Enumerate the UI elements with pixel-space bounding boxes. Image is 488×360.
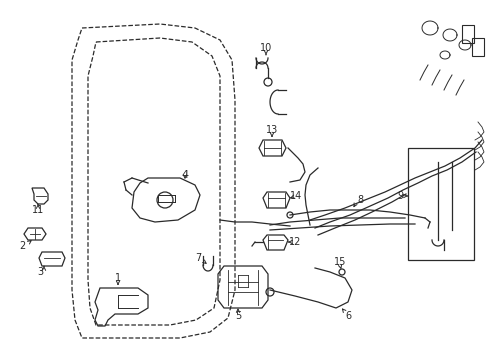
Text: 2: 2 <box>19 241 25 251</box>
Text: 6: 6 <box>344 311 350 321</box>
Text: 1: 1 <box>115 273 121 283</box>
Text: 9: 9 <box>396 191 402 201</box>
Text: 10: 10 <box>259 43 271 53</box>
Text: 11: 11 <box>32 205 44 215</box>
Text: 8: 8 <box>356 195 362 205</box>
Text: 3: 3 <box>37 267 43 277</box>
Bar <box>461 25 473 43</box>
Text: 5: 5 <box>234 311 241 321</box>
Text: 4: 4 <box>181 170 188 180</box>
Text: 13: 13 <box>265 125 278 135</box>
Text: 7: 7 <box>195 253 201 263</box>
Bar <box>471 38 483 56</box>
Text: 12: 12 <box>288 237 301 247</box>
Bar <box>407 148 473 260</box>
Text: 15: 15 <box>333 257 346 267</box>
Text: 14: 14 <box>289 191 302 201</box>
